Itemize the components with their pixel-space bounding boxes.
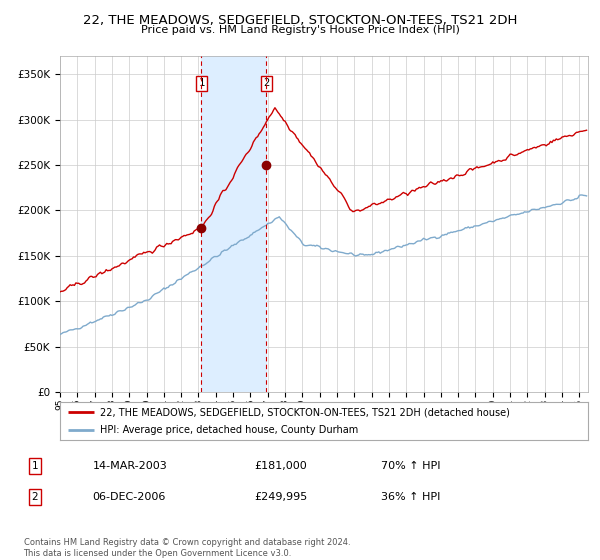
Text: 1: 1 [32,461,38,471]
Text: £181,000: £181,000 [254,461,307,471]
Text: £249,995: £249,995 [254,492,307,502]
Text: 22, THE MEADOWS, SEDGEFIELD, STOCKTON-ON-TEES, TS21 2DH (detached house): 22, THE MEADOWS, SEDGEFIELD, STOCKTON-ON… [100,407,509,417]
Text: HPI: Average price, detached house, County Durham: HPI: Average price, detached house, Coun… [100,425,358,435]
Text: 2: 2 [263,78,269,88]
Text: 22, THE MEADOWS, SEDGEFIELD, STOCKTON-ON-TEES, TS21 2DH: 22, THE MEADOWS, SEDGEFIELD, STOCKTON-ON… [83,14,517,27]
Text: 70% ↑ HPI: 70% ↑ HPI [380,461,440,471]
Bar [202,56,266,392]
Text: 2: 2 [32,492,38,502]
Text: Contains HM Land Registry data © Crown copyright and database right 2024.
This d: Contains HM Land Registry data © Crown c… [23,539,350,558]
Text: 14-MAR-2003: 14-MAR-2003 [92,461,167,471]
Text: 06-DEC-2006: 06-DEC-2006 [92,492,166,502]
Text: 1: 1 [198,78,205,88]
Text: Price paid vs. HM Land Registry's House Price Index (HPI): Price paid vs. HM Land Registry's House … [140,25,460,35]
Text: 36% ↑ HPI: 36% ↑ HPI [380,492,440,502]
